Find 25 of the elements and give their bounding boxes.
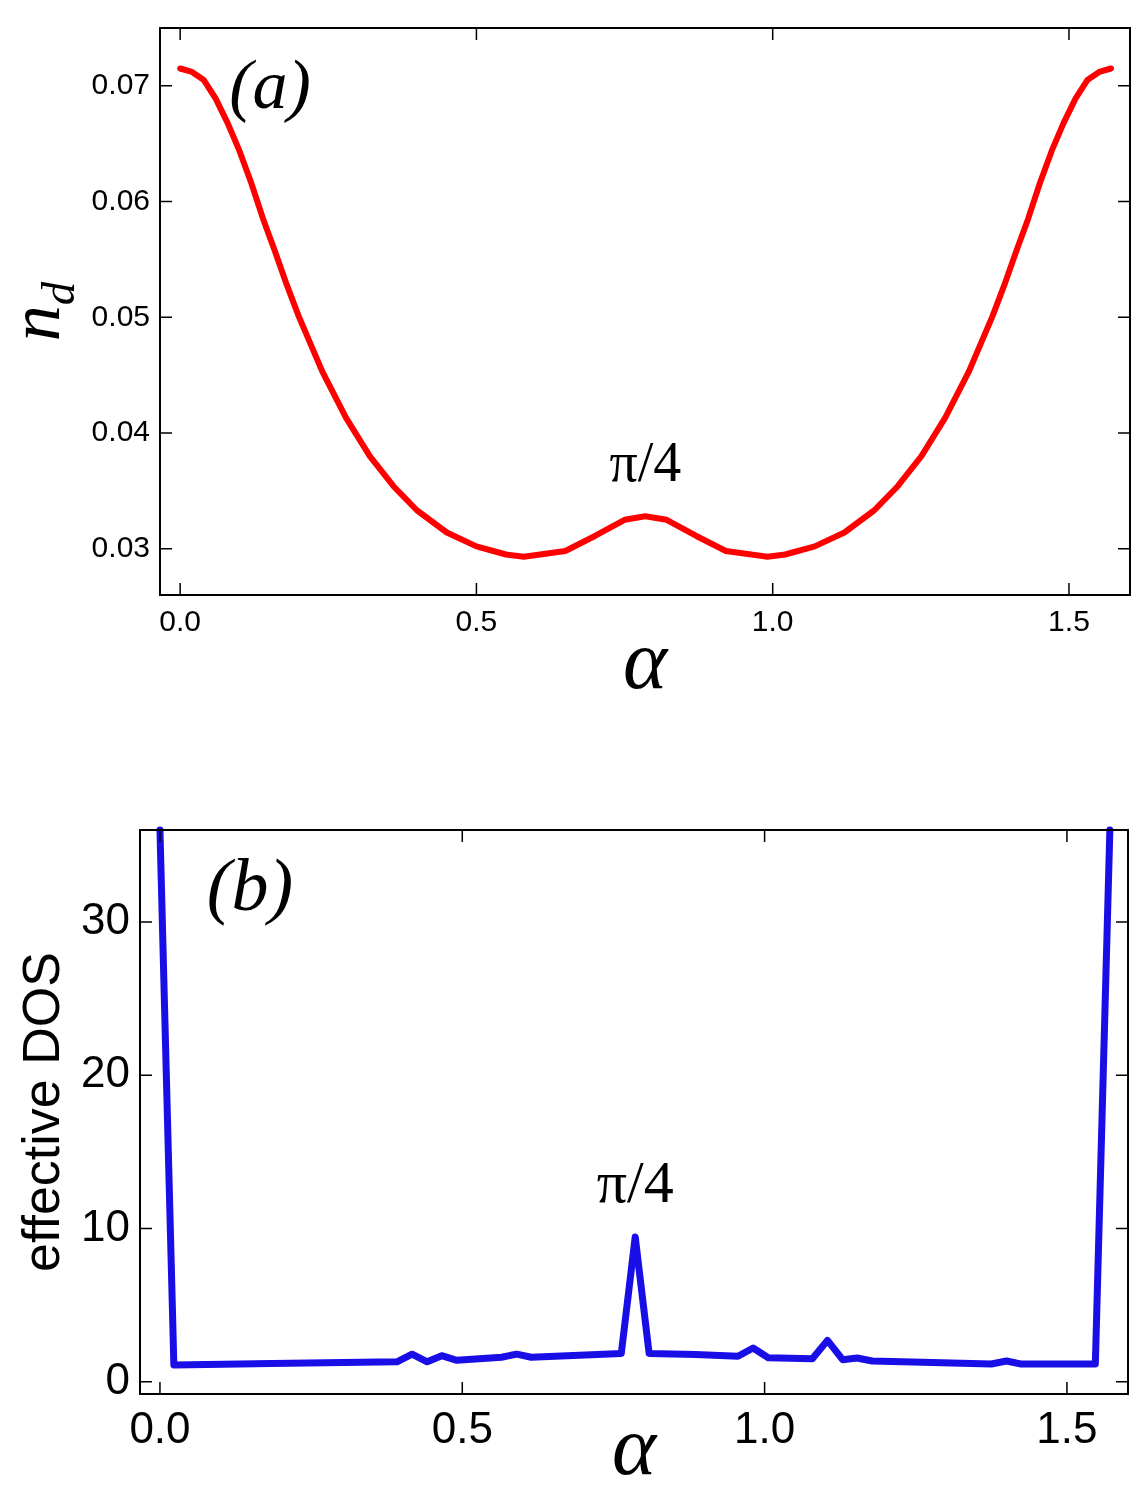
x-tick-label: 1.0 [751,604,794,638]
y-tick-label: 0 [105,1353,130,1403]
annotation: (a) [229,46,311,123]
x-tick-label: 0.5 [455,604,498,638]
annotation: π/4 [609,431,682,494]
y-tick-label: 0.06 [91,182,150,216]
annotation: (b) [206,844,294,926]
x-tick-label: 1.0 [734,1402,796,1452]
y-tick-label: 10 [81,1200,130,1250]
y-tick-label: 30 [81,894,130,944]
annotation: π/4 [596,1148,674,1215]
y-tick-label: 0.04 [91,414,150,448]
x-tick-label: 0.0 [129,1402,191,1452]
x-tick-label: 0.5 [431,1402,493,1452]
x-tick-label: 0.0 [159,604,202,638]
x-tick-label: 1.5 [1036,1402,1098,1452]
x-axis-title: α [622,613,669,706]
y-tick-label: 20 [81,1047,130,1097]
y-tick-label: 0.07 [91,67,150,101]
y-tick-label: 0.05 [91,298,150,332]
x-tick-label: 1.5 [1048,604,1090,638]
y-axis-title: effective DOS [12,952,71,1272]
x-axis-title: α [611,1399,658,1486]
y-axis-title: nd [0,281,84,342]
y-tick-label: 0.03 [91,529,150,563]
